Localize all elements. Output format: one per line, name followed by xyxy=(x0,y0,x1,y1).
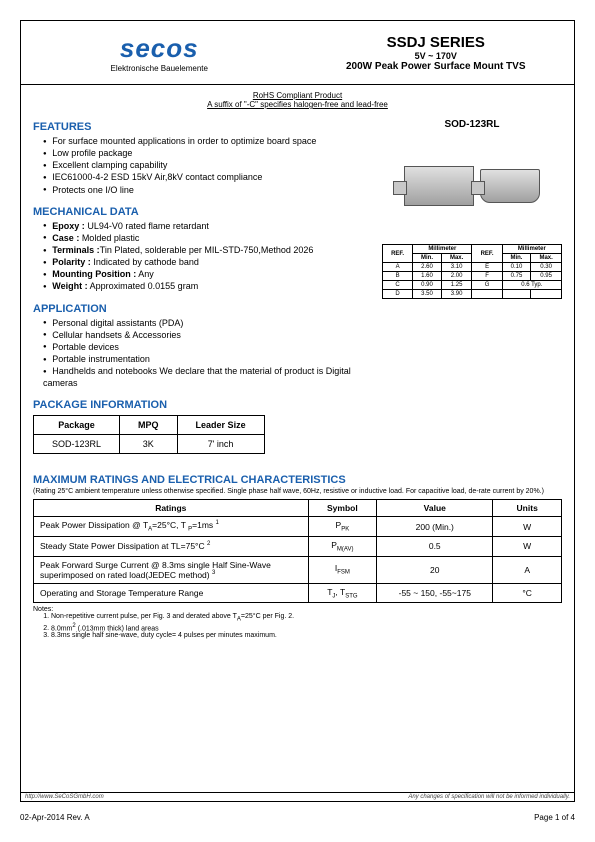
app-item: Portable instrumentation xyxy=(43,353,363,365)
ratings-cell: W xyxy=(493,517,562,537)
dim-unit-header: Millimeter xyxy=(502,245,561,254)
ratings-cell: PPK xyxy=(308,517,377,537)
dim-header: Min. xyxy=(502,254,531,263)
mech-item: Weight : Approximated 0.0155 gram xyxy=(43,280,363,292)
feature-item: For surface mounted applications in orde… xyxy=(43,135,363,147)
footer-disclaimer: Any changes of specification will not be… xyxy=(408,794,570,800)
ratings-cell: °C xyxy=(493,583,562,603)
feature-item: IEC61000-4-2 ESD 15kV Air,8kV contact co… xyxy=(43,171,363,183)
package-top-view-icon xyxy=(404,166,474,206)
ratings-cell: Peak Power Dissipation @ TA=25°C, T P=1m… xyxy=(34,517,309,537)
ratings-header: Units xyxy=(493,500,562,517)
app-item: Cellular handsets & Accessories xyxy=(43,329,363,341)
package-info-title: PACKAGE INFORMATION xyxy=(33,399,363,411)
rohs-line1: RoHS Compliant Product xyxy=(253,91,342,100)
package-side-view-icon xyxy=(480,169,540,203)
mech-item: Case : Molded plastic xyxy=(43,232,363,244)
page-footer: 02-Apr-2014 Rev. A Page 1 of 4 xyxy=(20,813,575,822)
ratings-cell: Operating and Storage Temperature Range xyxy=(34,583,309,603)
mechanical-title: MECHANICAL DATA xyxy=(33,206,363,218)
note-item: 8.0mm2 (.013mm thick) land areas xyxy=(51,623,562,632)
app-item: Handhelds and notebooks We declare that … xyxy=(43,365,363,389)
ratings-cell: -55 ~ 150, -55~175 xyxy=(377,583,493,603)
rohs-line2: A suffix of "-C" specifies halogen-free … xyxy=(21,100,574,109)
ratings-cell: A xyxy=(493,556,562,583)
pkg-cell: 3K xyxy=(120,435,178,454)
app-item: Portable devices xyxy=(43,341,363,353)
dim-header: Max. xyxy=(531,254,562,263)
ratings-table: Ratings Symbol Value Units Peak Power Di… xyxy=(33,499,562,603)
mech-item: Epoxy : UL94-V0 rated flame retardant xyxy=(43,220,363,232)
dimensions-table: REF. Millimeter REF. Millimeter Min. Max… xyxy=(382,244,562,299)
dim-header: Max. xyxy=(441,254,472,263)
feature-item: Protects one I/O line xyxy=(43,184,363,196)
voltage-range: 5V ~ 170V xyxy=(415,51,457,61)
feature-item: Low profile package xyxy=(43,147,363,159)
ratings-cell: Peak Forward Surge Current @ 8.3ms singl… xyxy=(34,556,309,583)
features-list: For surface mounted applications in orde… xyxy=(33,135,363,196)
app-item: Personal digital assistants (PDA) xyxy=(43,317,363,329)
note-item: 8.3ms single half sine-wave, duty cycle=… xyxy=(51,632,562,639)
pkg-cell: SOD-123RL xyxy=(34,435,120,454)
package-drawing xyxy=(382,136,562,236)
ratings-note: (Rating 25°C ambient temperature unless … xyxy=(33,488,562,495)
package-info-table: Package MPQ Leader Size SOD-123RL 3K 7' … xyxy=(33,415,265,454)
ratings-header: Symbol xyxy=(308,500,377,517)
logo-text: secos xyxy=(120,33,199,64)
ratings-cell: 0.5 xyxy=(377,537,493,557)
title-block: SSDJ SERIES 5V ~ 170V 200W Peak Power Su… xyxy=(298,21,575,84)
product-description: 200W Peak Power Surface Mount TVS xyxy=(346,61,526,72)
logo-block: secos Elektronische Bauelemente xyxy=(21,21,298,84)
series-title: SSDJ SERIES xyxy=(387,34,485,51)
ratings-cell: 20 xyxy=(377,556,493,583)
ratings-cell: W xyxy=(493,537,562,557)
ratings-header: Value xyxy=(377,500,493,517)
mech-item: Terminals :Tin Plated, solderable per MI… xyxy=(43,244,363,256)
ratings-cell: IFSM xyxy=(308,556,377,583)
mechanical-list: Epoxy : UL94-V0 rated flame retardant Ca… xyxy=(33,220,363,293)
application-list: Personal digital assistants (PDA) Cellul… xyxy=(33,317,363,390)
pkg-cell: 7' inch xyxy=(177,435,264,454)
ratings-cell: Steady State Power Dissipation at TL=75°… xyxy=(34,537,309,557)
dim-unit-header: Millimeter xyxy=(413,245,472,254)
package-diagram: SOD-123RL REF. Millimeter REF. Millimete… xyxy=(382,119,562,299)
dim-header: Min. xyxy=(413,254,442,263)
dim-ref-header: REF. xyxy=(383,245,413,263)
pkg-header: Leader Size xyxy=(177,416,264,435)
pkg-header: Package xyxy=(34,416,120,435)
footer-url: http://www.SeCoSGmbH.com xyxy=(25,794,104,800)
ratings-cell: PM(AV) xyxy=(308,537,377,557)
pkg-header: MPQ xyxy=(120,416,178,435)
header: secos Elektronische Bauelemente SSDJ SER… xyxy=(21,21,574,85)
ratings-header: Ratings xyxy=(34,500,309,517)
feature-item: Excellent clamping capability xyxy=(43,159,363,171)
mech-item: Mounting Position : Any xyxy=(43,268,363,280)
application-title: APPLICATION xyxy=(33,303,363,315)
dim-ref-header: REF. xyxy=(472,245,502,263)
notes-block: Notes: Non-repetitive current pulse, per… xyxy=(33,606,562,639)
note-item: Non-repetitive current pulse, per Fig. 3… xyxy=(51,613,562,622)
page-number: Page 1 of 4 xyxy=(534,813,575,822)
ratings-cell: TJ, TSTG xyxy=(308,583,377,603)
ratings-cell: 200 (Min.) xyxy=(377,517,493,537)
inner-footer: http://www.SeCoSGmbH.com Any changes of … xyxy=(21,792,574,801)
diagram-label: SOD-123RL xyxy=(382,119,562,130)
logo-subtitle: Elektronische Bauelemente xyxy=(111,64,208,73)
ratings-title: MAXIMUM RATINGS AND ELECTRICAL CHARACTER… xyxy=(33,474,562,486)
rohs-block: RoHS Compliant Product A suffix of "-C" … xyxy=(21,85,574,109)
date-revision: 02-Apr-2014 Rev. A xyxy=(20,813,90,822)
mech-item: Polarity : Indicated by cathode band xyxy=(43,256,363,268)
features-title: FEATURES xyxy=(33,121,363,133)
